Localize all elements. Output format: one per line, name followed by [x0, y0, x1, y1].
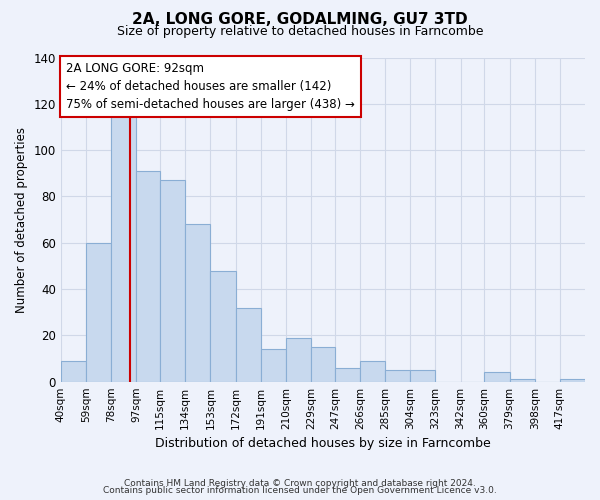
Bar: [335, 368, 360, 382]
Bar: [61, 361, 86, 382]
Bar: [484, 372, 509, 382]
Bar: [111, 113, 136, 382]
Text: 2A LONG GORE: 92sqm
← 24% of detached houses are smaller (142)
75% of semi-detac: 2A LONG GORE: 92sqm ← 24% of detached ho…: [66, 62, 355, 112]
Bar: [185, 224, 211, 382]
Bar: [136, 171, 160, 382]
Y-axis label: Number of detached properties: Number of detached properties: [15, 126, 28, 312]
Text: Contains public sector information licensed under the Open Government Licence v3: Contains public sector information licen…: [103, 486, 497, 495]
Bar: [260, 350, 286, 382]
Bar: [311, 347, 335, 382]
Bar: [286, 338, 311, 382]
Bar: [560, 380, 585, 382]
Bar: [211, 270, 236, 382]
Bar: [410, 370, 436, 382]
Bar: [236, 308, 260, 382]
Bar: [160, 180, 185, 382]
Text: Size of property relative to detached houses in Farncombe: Size of property relative to detached ho…: [117, 25, 483, 38]
Text: Contains HM Land Registry data © Crown copyright and database right 2024.: Contains HM Land Registry data © Crown c…: [124, 478, 476, 488]
Bar: [86, 242, 111, 382]
X-axis label: Distribution of detached houses by size in Farncombe: Distribution of detached houses by size …: [155, 437, 491, 450]
Bar: [509, 380, 535, 382]
Bar: [360, 361, 385, 382]
Text: 2A, LONG GORE, GODALMING, GU7 3TD: 2A, LONG GORE, GODALMING, GU7 3TD: [132, 12, 468, 28]
Bar: [385, 370, 410, 382]
